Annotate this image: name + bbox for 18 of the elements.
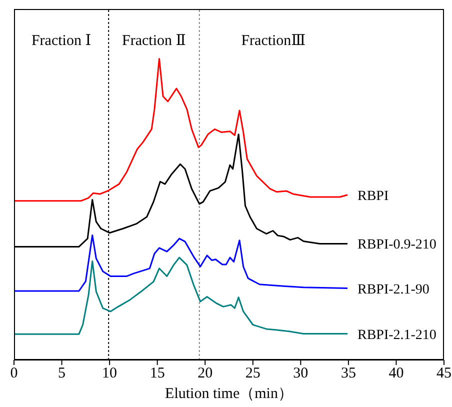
series-label: RBPI-2.1-210 bbox=[357, 328, 436, 343]
x-axis-title: Elution time（min） bbox=[165, 386, 293, 402]
series-label: RBPI bbox=[357, 188, 389, 204]
x-tick-label: 30 bbox=[293, 366, 308, 382]
x-tick-label: 20 bbox=[198, 366, 213, 382]
x-tick-label: 25 bbox=[245, 366, 260, 382]
text: Fraction Ⅱ bbox=[122, 32, 186, 50]
x-tick-label: 35 bbox=[340, 366, 356, 382]
series-label: RBPI-2.1-90 bbox=[357, 282, 430, 298]
text: FractionⅢ bbox=[241, 32, 306, 50]
x-tick-label: 0 bbox=[10, 366, 18, 382]
x-tick-label: 5 bbox=[58, 366, 66, 382]
series-label: RBPI-0.9-210 bbox=[357, 238, 436, 253]
x-tick-label: 40 bbox=[388, 366, 404, 382]
text: Fraction Ⅰ bbox=[31, 32, 92, 50]
x-tick-label: 10 bbox=[102, 366, 118, 382]
x-tick-label: 45 bbox=[436, 366, 452, 382]
x-tick-label: 15 bbox=[150, 366, 165, 382]
